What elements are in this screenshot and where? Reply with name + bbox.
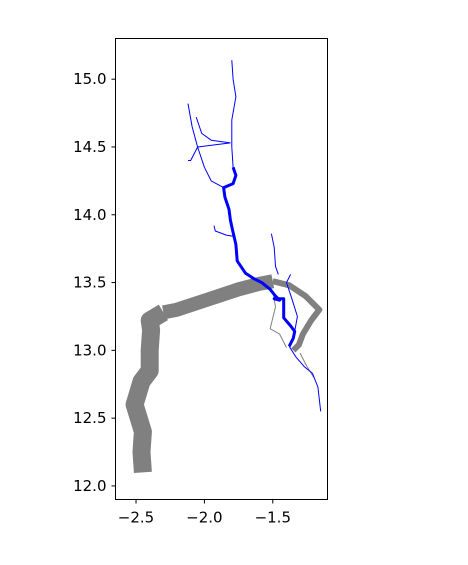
series-line-gray-1 xyxy=(162,274,275,320)
series-line-gray-0 xyxy=(125,304,168,474)
series-line-blue-5 xyxy=(222,166,297,347)
series-line-blue-14 xyxy=(286,274,298,332)
series-line-blue-11 xyxy=(213,225,235,237)
x-tick-label: −2.5 xyxy=(118,509,154,527)
y-tick-label: 15.0 xyxy=(73,70,106,88)
series-line-blue-7 xyxy=(187,103,224,189)
y-tick-label: 13.5 xyxy=(73,274,106,292)
series-line-blue-9 xyxy=(197,142,231,148)
y-tick-label: 14.5 xyxy=(73,138,106,156)
y-tick-label: 12.5 xyxy=(73,409,106,427)
axes-frame xyxy=(115,38,328,500)
y-tick-label: 13.0 xyxy=(73,341,106,359)
y-axis: 12.0 12.5 13.0 13.5 14.0 14.5 15.0 xyxy=(73,70,116,495)
data-layer xyxy=(125,60,323,474)
series-line-gray-3 xyxy=(269,290,287,348)
x-axis: −2.5 −2.0 −1.5 xyxy=(118,499,291,527)
x-tick-label: −2.0 xyxy=(186,509,222,527)
y-tick-label: 12.0 xyxy=(73,477,106,495)
series-line-blue-10 xyxy=(188,146,199,161)
y-tick-label: 14.0 xyxy=(73,206,106,224)
x-tick-label: −1.5 xyxy=(255,509,291,527)
series-line-blue-12 xyxy=(270,233,279,275)
series-line-gray-4 xyxy=(299,352,315,378)
series-line-gray-2 xyxy=(272,278,323,353)
series-line-blue-13 xyxy=(288,346,322,412)
series-line-blue-6 xyxy=(231,60,237,168)
series-line-blue-8 xyxy=(195,116,231,144)
